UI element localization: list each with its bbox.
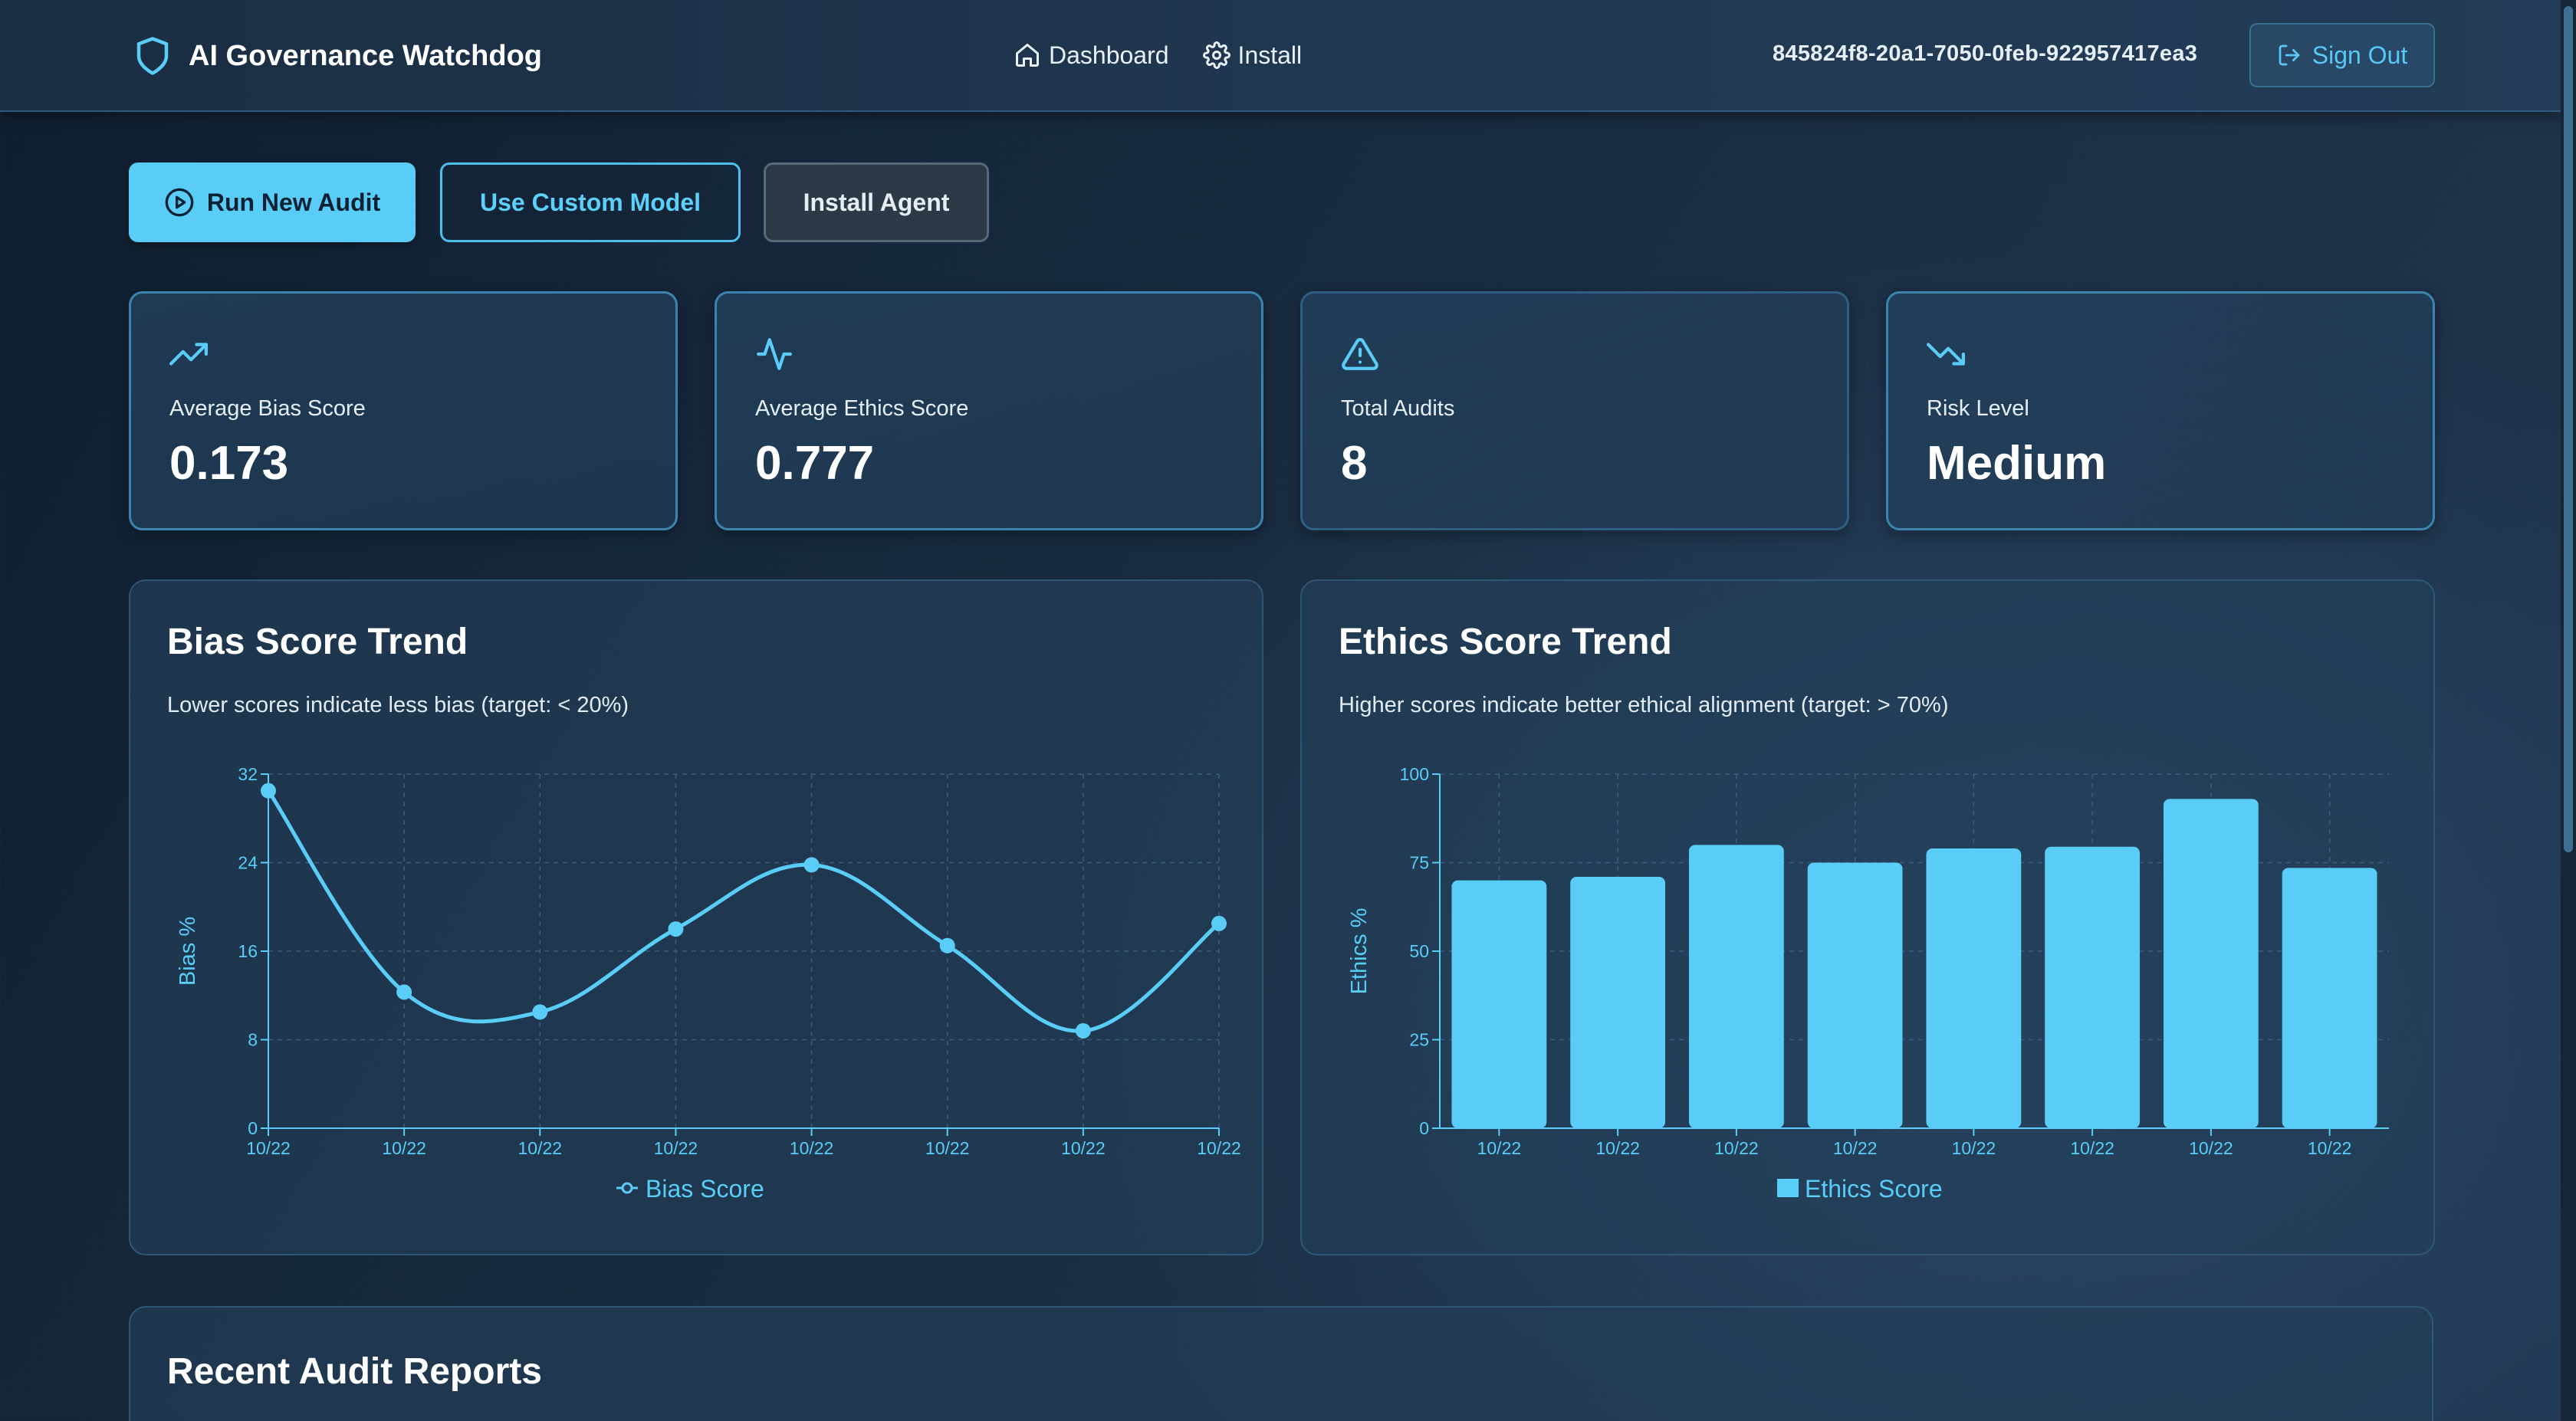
- recent-audit-reports-panel: Recent Audit Reports: [129, 1306, 2433, 1421]
- data-point: [261, 783, 276, 799]
- y-tick-label: 75: [1409, 853, 1429, 873]
- brand-title: AI Governance Watchdog: [189, 39, 542, 72]
- x-tick-label: 10/22: [2070, 1138, 2114, 1158]
- recent-audit-reports-title: Recent Audit Reports: [167, 1351, 542, 1392]
- bar: [1926, 848, 2022, 1128]
- data-point: [396, 984, 412, 1000]
- y-axis-label: Bias %: [176, 917, 200, 986]
- scrollbar-thumb[interactable]: [2564, 6, 2573, 852]
- y-axis-label: Ethics %: [1347, 908, 1372, 995]
- stat-card-risk-level: Risk Level Medium: [1886, 291, 2435, 530]
- brand[interactable]: AI Governance Watchdog: [132, 31, 542, 81]
- sign-out-button[interactable]: Sign Out: [2249, 23, 2435, 87]
- x-tick-label: 10/22: [654, 1138, 698, 1158]
- bias-trend-panel: Bias Score Trend Lower scores indicate l…: [129, 579, 1263, 1255]
- stat-label: Total Audits: [1341, 396, 1455, 421]
- user-id: 845824f8-20a1-7050-0feb-922957417ea3: [1773, 41, 2198, 66]
- x-tick-label: 10/22: [1477, 1138, 1522, 1158]
- x-tick-label: 10/22: [1197, 1138, 1241, 1158]
- legend-swatch: [1777, 1179, 1799, 1197]
- y-tick-label: 50: [1409, 941, 1429, 961]
- data-point: [668, 921, 684, 937]
- stat-value: Medium: [1927, 437, 2107, 490]
- y-tick-label: 32: [238, 764, 258, 784]
- x-tick-label: 10/22: [382, 1138, 426, 1158]
- x-tick-label: 10/22: [790, 1138, 834, 1158]
- home-icon: [1016, 44, 1039, 67]
- sign-out-icon: [2279, 44, 2300, 66]
- bar: [1807, 862, 1903, 1128]
- y-tick-label: 0: [248, 1118, 258, 1138]
- trending-up-icon: [169, 343, 208, 366]
- y-tick-label: 24: [238, 853, 258, 873]
- data-point: [939, 937, 955, 953]
- bar: [2163, 799, 2259, 1128]
- legend-label: Bias Score: [646, 1175, 764, 1203]
- shield-icon: [136, 37, 169, 75]
- y-tick-label: 8: [248, 1030, 258, 1050]
- bar: [1570, 876, 1666, 1128]
- install-agent-button[interactable]: Install Agent: [764, 162, 989, 242]
- x-tick-label: 10/22: [518, 1138, 563, 1158]
- legend-point-marker: [621, 1182, 633, 1194]
- panel-subtitle: Lower scores indicate less bias (target:…: [167, 693, 629, 717]
- stat-card-total-audits: Total Audits 8: [1300, 291, 1849, 530]
- x-tick-label: 10/22: [1714, 1138, 1759, 1158]
- stat-card-ethics: Average Ethics Score 0.777: [715, 291, 1263, 530]
- panel-title: Ethics Score Trend: [1339, 622, 1672, 662]
- bar: [2282, 868, 2377, 1128]
- x-tick-label: 10/22: [2189, 1138, 2233, 1158]
- top-header: AI Governance Watchdog Dashboard Install…: [0, 0, 2561, 112]
- page-scrollbar[interactable]: [2561, 0, 2576, 1421]
- x-tick-label: 10/22: [2308, 1138, 2352, 1158]
- data-point: [532, 1004, 548, 1020]
- stat-value: 0.777: [755, 437, 875, 490]
- nav-install[interactable]: Install: [1202, 41, 1303, 70]
- run-new-audit-label: Run New Audit: [206, 188, 381, 216]
- x-tick-label: 10/22: [1952, 1138, 1996, 1158]
- panel-subtitle: Higher scores indicate better ethical al…: [1339, 693, 1949, 717]
- data-point: [1211, 915, 1227, 931]
- bar: [1688, 845, 1784, 1128]
- legend-label: Ethics Score: [1805, 1175, 1943, 1203]
- data-point: [803, 857, 820, 873]
- main-nav: Dashboard Install: [1014, 35, 1336, 75]
- alert-triangle-icon: [1342, 337, 1378, 370]
- stat-label: Average Ethics Score: [755, 396, 969, 421]
- x-tick-label: 10/22: [925, 1138, 970, 1158]
- x-tick-label: 10/22: [1833, 1138, 1878, 1158]
- x-tick-label: 10/22: [246, 1138, 291, 1158]
- y-tick-label: 16: [238, 941, 258, 961]
- activity-icon: [757, 338, 792, 370]
- gear-icon: [1202, 41, 1230, 69]
- stat-card-bias: Average Bias Score 0.173: [129, 291, 678, 530]
- bar: [1451, 880, 1547, 1128]
- stat-label: Average Bias Score: [169, 396, 366, 421]
- ethics-trend-panel: Ethics Score Trend Higher scores indicat…: [1300, 579, 2435, 1255]
- install-agent-label: Install Agent: [803, 188, 950, 216]
- stat-value: 8: [1341, 437, 1368, 490]
- ethics-bar-chart: 0 25 50 75 100 10/22 10/22 10/22 10/22 10/22 10/22…: [1347, 764, 2389, 1203]
- nav-dashboard-label: Dashboard: [1049, 41, 1169, 69]
- stat-label: Risk Level: [1927, 396, 2029, 421]
- use-custom-model-label: Use Custom Model: [479, 188, 702, 216]
- x-tick-label: 10/22: [1061, 1138, 1106, 1158]
- nav-install-label: Install: [1237, 41, 1303, 69]
- y-tick-label: 25: [1409, 1030, 1429, 1050]
- stat-value: 0.173: [169, 437, 289, 490]
- use-custom-model-button[interactable]: Use Custom Model: [440, 162, 741, 242]
- trending-down-icon: [1927, 343, 1965, 366]
- sign-out-label: Sign Out: [2312, 41, 2408, 69]
- y-tick-label: 0: [1419, 1118, 1429, 1138]
- bar: [2045, 846, 2141, 1128]
- x-tick-label: 10/22: [1595, 1138, 1640, 1158]
- run-new-audit-button[interactable]: Run New Audit: [129, 162, 416, 242]
- y-tick-label: 100: [1400, 764, 1429, 784]
- data-point: [1075, 1022, 1091, 1039]
- bias-line-chart: 0 8 16 24 32 10/22 10/22 10/22 10/22 10/22 10/22 10…: [176, 764, 1241, 1203]
- play-circle-icon: [165, 188, 194, 217]
- panel-title: Bias Score Trend: [167, 622, 468, 662]
- nav-dashboard[interactable]: Dashboard: [1014, 41, 1169, 70]
